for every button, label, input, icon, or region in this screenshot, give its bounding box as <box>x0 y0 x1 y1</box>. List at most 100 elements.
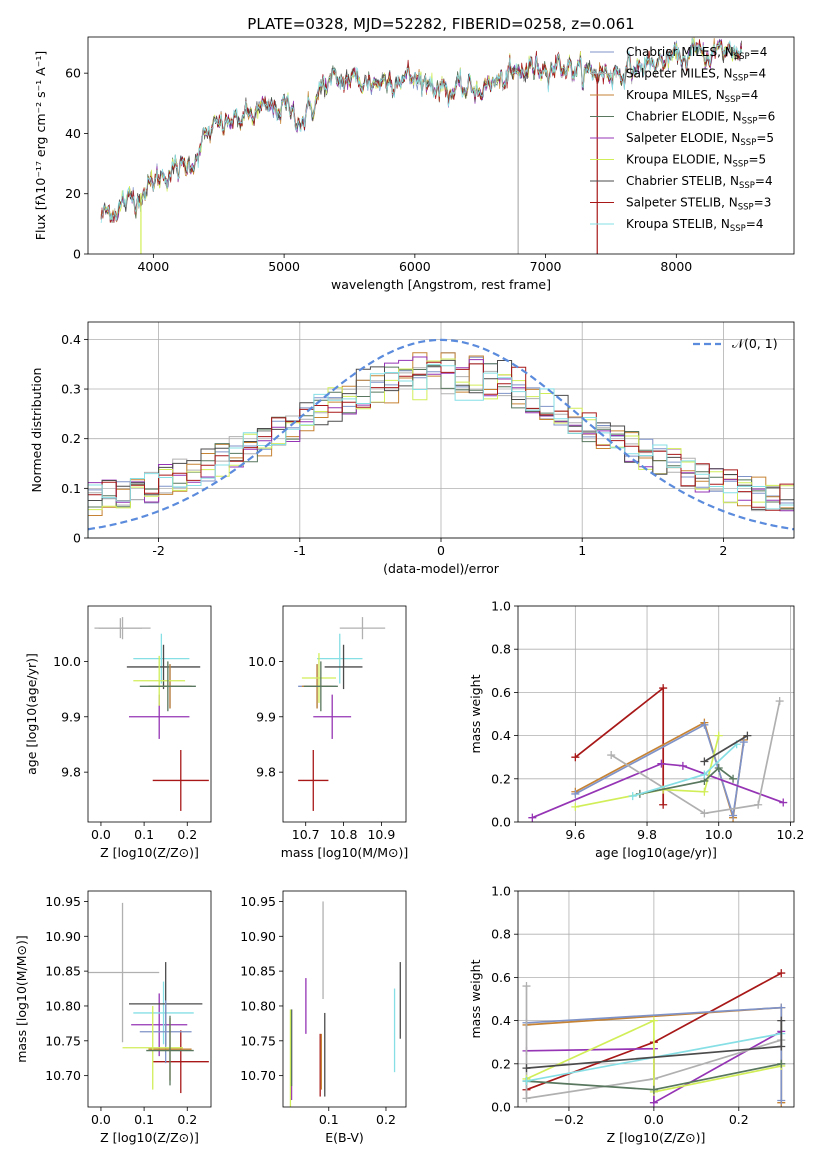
legend-model-name: Salpeter MILES <box>626 67 716 81</box>
y-tick-label: 10.85 <box>240 964 276 979</box>
weight-marker <box>649 1098 658 1107</box>
legend-nssp: 4 <box>759 67 767 81</box>
weight-marker <box>571 753 580 762</box>
legend-sub: SSP <box>733 74 749 84</box>
y-tick-label: 9.9 <box>256 709 276 724</box>
error-bars <box>94 617 209 811</box>
x-tick-label: 0.0 <box>91 827 111 842</box>
y-tick-label: 0 <box>73 247 81 262</box>
x-axis-label: Z [log10(Z/Z⊙)] <box>100 1130 199 1145</box>
y-tick-label: 10.95 <box>45 894 81 909</box>
y-tick-label: 1.0 <box>491 599 511 614</box>
weight-marker <box>777 1096 786 1105</box>
legend-eq: = <box>758 110 768 124</box>
y-tick-label: 0.6 <box>491 685 511 700</box>
frame-weight-vs-Z <box>517 890 795 1108</box>
legend-sub: SSP <box>739 181 755 191</box>
weight-marker <box>729 774 738 783</box>
legend-model-name: Kroupa MILES <box>626 88 708 102</box>
axes-residuals: -2 -1 0 1 2 0 0.1 0.2 0.3 0.4 (data-model)/error No… <box>29 322 794 576</box>
frame-age-vs-mass <box>282 605 407 823</box>
spectrum-frame <box>87 36 795 255</box>
weight-marker <box>739 738 748 747</box>
y-tick-label: 20 <box>65 186 81 201</box>
x-tick-label: 1 <box>578 543 586 558</box>
weight-marker <box>522 1094 531 1103</box>
axes-weight-vs-Z: −0.2 0.0 0.2 0.0 0.2 0.4 0.6 0.8 1.0 Z [log10(Z/Z… <box>468 884 794 1145</box>
error-bars <box>88 902 209 1094</box>
legend-model-name: Kroupa STELIB <box>626 217 713 231</box>
weight-marker <box>678 761 687 770</box>
legend-label: Kroupa ELODIE, NSSP=5 <box>626 153 766 170</box>
legend-label: Kroupa STELIB, NSSP=4 <box>626 217 764 234</box>
y-tick-label: 9.9 <box>61 709 81 724</box>
y-tick-label: 0.4 <box>61 332 81 347</box>
legend-model-name: Chabrier MILES <box>626 45 717 59</box>
weight-line <box>526 1019 782 1093</box>
legend-sep: , N <box>717 45 734 59</box>
weight-line <box>610 700 781 815</box>
x-tick-label: 0.1 <box>134 1112 154 1127</box>
axes-age-vs-Z: 0.0 0.1 0.2 9.8 9.9 10.0 Z [log10(Z/Z⊙)] age [l… <box>24 617 209 860</box>
legend-label: 𝒩(0, 1) <box>732 336 778 351</box>
y-tick-label: 0.0 <box>491 815 511 830</box>
y-tick-label: 0.0 <box>491 1100 511 1115</box>
x-tick-label: 0 <box>437 543 445 558</box>
axes-mass-vs-EBV: 0.1 0.2 10.70 10.75 10.80 10.85 10.90 10.95 E(B-… <box>240 894 401 1145</box>
y-tick-label: 0.3 <box>61 382 81 397</box>
weight-marker <box>743 731 752 740</box>
legend-sep: , N <box>708 88 725 102</box>
weight-marker <box>571 802 580 811</box>
x-axis-label: Z [log10(Z/Z⊙)] <box>607 1130 706 1145</box>
weight-lines <box>522 969 786 1107</box>
legend-label: Salpeter STELIB, NSSP=3 <box>626 196 771 213</box>
weight-marker <box>649 1085 658 1094</box>
y-tick-label: 0.1 <box>61 481 81 496</box>
y-tick-label: 10.95 <box>240 894 276 909</box>
frame-age-vs-Z <box>87 605 212 823</box>
weight-line <box>525 986 782 1100</box>
legend-sep: , N <box>724 131 741 145</box>
weight-marker <box>700 809 709 818</box>
legend-eq: = <box>746 217 756 231</box>
legend-model-name: Chabrier ELODIE <box>626 110 725 124</box>
legend-sub: SSP <box>738 203 754 213</box>
weight-marker <box>607 751 616 760</box>
legend-nssp: 5 <box>759 153 767 167</box>
legend-sub: SSP <box>730 224 746 234</box>
legend-model-name: Kroupa ELODIE <box>626 153 716 167</box>
y-tick-label: 9.8 <box>256 765 276 780</box>
weight-line <box>531 762 784 819</box>
y-axis-label: mass weight <box>468 674 483 753</box>
legend-sub: SSP <box>742 117 758 127</box>
axes-mass-vs-Z: 0.0 0.1 0.2 10.70 10.75 10.80 10.85 10.90 10.95 Z… <box>14 894 209 1145</box>
y-tick-label: 0 <box>73 531 81 546</box>
y-axis-label: mass weight <box>468 959 483 1038</box>
weight-marker <box>754 800 763 809</box>
x-tick-label: 10.8 <box>330 827 358 842</box>
y-axis-label: Flux [fλ10⁻¹⁷ erg cm⁻² s⁻¹ A⁻¹] <box>33 51 48 240</box>
weight-marker <box>714 731 723 740</box>
histogram-frame <box>87 321 795 539</box>
weight-marker <box>779 798 788 807</box>
weight-marker <box>700 787 709 796</box>
y-axis-label: Normed distribution <box>29 368 44 493</box>
weight-marker <box>522 1077 531 1086</box>
y-tick-label: 0.2 <box>491 771 511 786</box>
weight-marker <box>528 813 537 822</box>
legend-nssp: 4 <box>751 88 759 102</box>
legend-sep: , N <box>721 196 738 210</box>
legend-sub: SSP <box>734 52 750 62</box>
weight-marker <box>777 969 786 978</box>
x-tick-label: 9.8 <box>637 827 657 842</box>
legend-sep: , N <box>716 67 733 81</box>
x-tick-label: 0.2 <box>376 1112 396 1127</box>
weight-line <box>639 766 734 795</box>
x-axis-label: (data-model)/error <box>383 561 500 576</box>
legend-eq: = <box>748 67 758 81</box>
legend-nssp: 4 <box>765 174 773 188</box>
frame-mass-vs-EBV <box>282 890 407 1108</box>
frame-weight-vs-age <box>517 605 795 823</box>
